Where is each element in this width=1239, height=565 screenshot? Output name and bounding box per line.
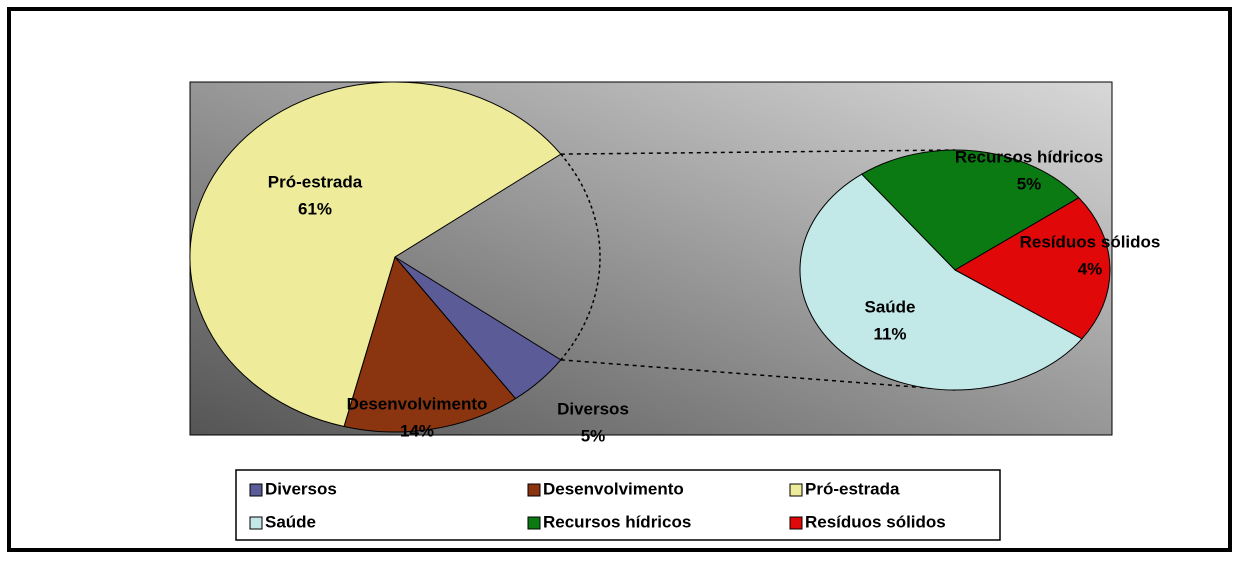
data-label: 5% xyxy=(1017,174,1042,193)
legend-swatch xyxy=(527,483,541,497)
pie-slice xyxy=(343,255,517,433)
data-label: Pró-estrada xyxy=(268,172,363,191)
connector-line xyxy=(560,149,956,155)
pie-slice xyxy=(860,149,1080,271)
legend-label: Diversos xyxy=(265,479,337,498)
legend xyxy=(235,469,1001,541)
data-label: 14% xyxy=(400,421,434,440)
legend-swatch xyxy=(249,483,263,497)
data-label: 61% xyxy=(298,199,332,218)
data-label: 11% xyxy=(873,324,906,343)
data-label: 5% xyxy=(581,426,606,445)
legend-label: Resíduos sólidos xyxy=(805,512,946,531)
connector-line xyxy=(560,359,956,391)
other-slice-outline xyxy=(560,153,601,361)
pie-slice xyxy=(799,173,1083,391)
legend-swatch xyxy=(527,516,541,530)
pie-slice xyxy=(189,81,562,428)
data-label: 4% xyxy=(1078,259,1103,278)
legend-label: Recursos hídricos xyxy=(543,512,691,531)
data-label: Resíduos sólidos xyxy=(1020,232,1161,251)
data-label: Desenvolvimento xyxy=(347,394,488,413)
legend-label: Pró-estrada xyxy=(805,479,900,498)
legend-swatch xyxy=(249,516,263,530)
pie-slice xyxy=(953,197,1111,340)
legend-label: Desenvolvimento xyxy=(543,479,684,498)
legend-swatch xyxy=(789,516,803,530)
legend-label: Saúde xyxy=(265,512,316,531)
legend-swatch xyxy=(789,483,803,497)
data-label: Saúde xyxy=(864,297,915,316)
data-label: Diversos xyxy=(557,399,629,418)
data-label: Recursos hídricos xyxy=(955,147,1103,166)
